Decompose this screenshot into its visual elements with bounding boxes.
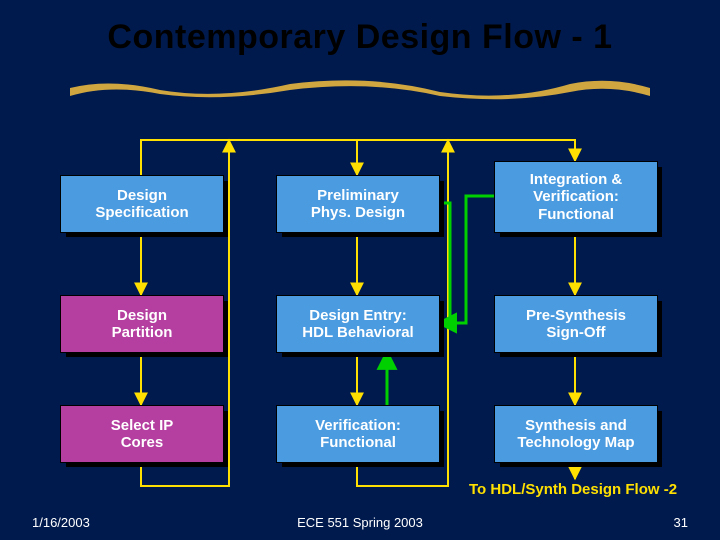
box-c0r1: Design Partition bbox=[60, 295, 224, 353]
box-c1r1: Design Entry: HDL Behavioral bbox=[276, 295, 440, 353]
box-c0r2: Select IP Cores bbox=[60, 405, 224, 463]
box-c0r0: Design Specification bbox=[60, 175, 224, 233]
box-c1r2: Verification: Functional bbox=[276, 405, 440, 463]
title-underline bbox=[70, 74, 650, 102]
box-c2r2: Synthesis and Technology Map bbox=[494, 405, 658, 463]
box-c2r1: Pre-Synthesis Sign-Off bbox=[494, 295, 658, 353]
footer-page: 31 bbox=[674, 515, 688, 530]
box-c1r0: Preliminary Phys. Design bbox=[276, 175, 440, 233]
exit-label: To HDL/Synth Design Flow -2 bbox=[469, 481, 677, 498]
slide-title: Contemporary Design Flow - 1 bbox=[0, 18, 720, 57]
slide: Contemporary Design Flow - 1 Design Spec… bbox=[0, 0, 720, 540]
box-c2r0: Integration & Verification: Functional bbox=[494, 161, 658, 233]
footer-course: ECE 551 Spring 2003 bbox=[0, 515, 720, 530]
